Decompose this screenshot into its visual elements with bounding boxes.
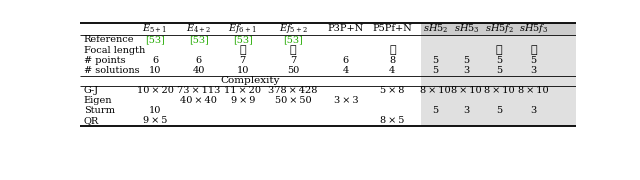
Text: 5: 5: [433, 56, 439, 65]
Text: $sH5_2$: $sH5_2$: [423, 22, 449, 35]
Text: 8 × 5: 8 × 5: [380, 116, 404, 125]
Bar: [421, 23, 576, 35]
Text: $sH5f_2$: $sH5f_2$: [485, 22, 514, 35]
Text: 5: 5: [433, 106, 439, 115]
Text: 50: 50: [287, 66, 300, 75]
Text: 6: 6: [152, 56, 158, 65]
Text: 10 × 20: 10 × 20: [137, 86, 173, 95]
Text: 8 × 10: 8 × 10: [518, 86, 548, 95]
Text: 3: 3: [531, 106, 536, 115]
Text: Focal length: Focal length: [84, 46, 145, 55]
Text: 9 × 5: 9 × 5: [143, 116, 168, 125]
Text: Eigen: Eigen: [84, 96, 113, 105]
Text: 4: 4: [342, 66, 349, 75]
Text: Complexity: Complexity: [221, 76, 280, 85]
Text: 5: 5: [496, 66, 502, 75]
Text: 73 × 113: 73 × 113: [177, 86, 220, 95]
Text: [53]: [53]: [145, 35, 165, 44]
Text: 8: 8: [389, 56, 396, 65]
Text: QR: QR: [84, 116, 99, 125]
Text: 10: 10: [149, 106, 161, 115]
Text: [53]: [53]: [189, 35, 209, 44]
Text: 6: 6: [195, 56, 202, 65]
Bar: [421, 35, 576, 76]
Text: $sH5f_3$: $sH5f_3$: [519, 22, 548, 35]
Text: 3: 3: [463, 66, 470, 75]
Text: ✓: ✓: [530, 45, 537, 55]
Text: ✓: ✓: [290, 45, 296, 55]
Text: P3P+N: P3P+N: [328, 24, 364, 33]
Text: 5: 5: [496, 56, 502, 65]
Text: ✓: ✓: [239, 45, 246, 55]
Text: 11 × 20: 11 × 20: [224, 86, 261, 95]
Text: 10: 10: [237, 66, 249, 75]
Bar: [421, 86, 576, 126]
Text: 8 × 10: 8 × 10: [451, 86, 482, 95]
Text: 4: 4: [389, 66, 396, 75]
Text: 5 × 8: 5 × 8: [380, 86, 404, 95]
Text: 50 × 50: 50 × 50: [275, 96, 312, 105]
Text: [53]: [53]: [283, 35, 303, 44]
Text: Sturm: Sturm: [84, 106, 115, 115]
Text: $Ef_{6+1}$: $Ef_{6+1}$: [228, 22, 257, 35]
Text: 10: 10: [149, 66, 161, 75]
Text: 40: 40: [193, 66, 205, 75]
Text: 40 × 40: 40 × 40: [180, 96, 217, 105]
Text: 9 × 9: 9 × 9: [230, 96, 255, 105]
Text: $E_{5+1}$: $E_{5+1}$: [143, 22, 168, 35]
Text: # solutions: # solutions: [84, 66, 140, 75]
Bar: [421, 76, 576, 85]
Text: G-J: G-J: [84, 86, 99, 95]
Text: 378 × 428: 378 × 428: [268, 86, 318, 95]
Text: 5: 5: [496, 106, 502, 115]
Text: ✓: ✓: [496, 45, 502, 55]
Text: ✓: ✓: [389, 45, 396, 55]
Text: $E_{4+2}$: $E_{4+2}$: [186, 22, 211, 35]
Text: 3: 3: [531, 66, 536, 75]
Text: 8 × 10: 8 × 10: [420, 86, 451, 95]
Text: 5: 5: [531, 56, 536, 65]
Text: $Ef_{5+2}$: $Ef_{5+2}$: [278, 22, 308, 35]
Text: [53]: [53]: [233, 35, 253, 44]
Text: P5Pf+N: P5Pf+N: [372, 24, 412, 33]
Text: # points: # points: [84, 56, 125, 65]
Text: 6: 6: [343, 56, 349, 65]
Text: Reference: Reference: [84, 35, 134, 44]
Text: 8 × 10: 8 × 10: [484, 86, 515, 95]
Text: 7: 7: [239, 56, 246, 65]
Text: 5: 5: [433, 66, 439, 75]
Text: 5: 5: [463, 56, 470, 65]
Text: 7: 7: [290, 56, 296, 65]
Text: 3 × 3: 3 × 3: [333, 96, 358, 105]
Text: $sH5_3$: $sH5_3$: [454, 22, 479, 35]
Text: 3: 3: [463, 106, 470, 115]
